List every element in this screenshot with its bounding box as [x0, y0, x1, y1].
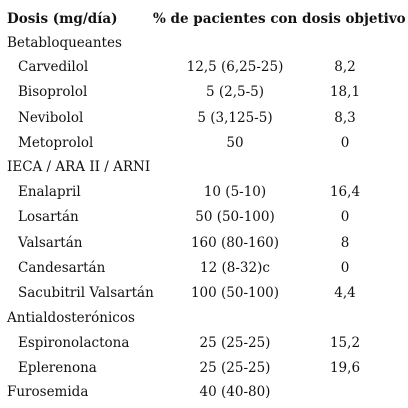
dose-cell: 5 (3,125-5) [197, 110, 273, 126]
dose-cell: 5 (2,5-5) [205, 84, 265, 100]
header-dose-label: Dosis (mg/día) [7, 11, 118, 27]
table-row: Enalapril 10 (5-10) 16,4 [0, 180, 408, 204]
percent-cell: 19,6 [329, 360, 361, 376]
table-row: Losartán 50 (50-100) 0 [0, 205, 408, 229]
table-row: Antialdosterónicos [0, 306, 408, 330]
table-row: Carvedilol 12,5 (6,25-25) 8,2 [0, 55, 408, 79]
dose-cell: 25 (25-25) [199, 360, 271, 376]
dose-cell: 12 (8-32)c [200, 260, 270, 276]
dose-cell: 160 (80-160) [190, 235, 280, 251]
group-label: Antialdosterónicos [7, 310, 135, 326]
header-target-percent-label: % de pacientes con dosis objetivo [153, 11, 406, 27]
percent-cell: 4,4 [334, 285, 356, 301]
dose-cell: 10 (5-10) [203, 184, 267, 200]
percent-cell: 8,3 [334, 110, 356, 126]
percent-cell: 8 [340, 235, 350, 251]
drug-label: Nevibolol [18, 110, 84, 126]
table-row: Metoprolol 50 0 [0, 131, 408, 155]
percent-cell: 0 [340, 209, 350, 225]
dose-cell: 12,5 (6,25-25) [186, 59, 284, 75]
drug-label: Candesartán [18, 260, 106, 276]
percent-cell: 16,4 [329, 184, 361, 200]
percent-cell: 15,2 [329, 335, 361, 351]
drug-label: Eplerenona [18, 360, 97, 376]
percent-cell: 8,2 [334, 59, 356, 75]
table-row: Betabloqueantes [0, 31, 408, 55]
dose-cell: 25 (25-25) [199, 335, 271, 351]
drug-label: Losartán [18, 209, 79, 225]
drug-label: Metoprolol [18, 135, 94, 151]
dose-cell: 50 (50-100) [195, 209, 275, 225]
drug-label: Valsartán [18, 235, 83, 251]
table-row: IECA / ARA II / ARNI [0, 155, 408, 179]
drug-label: Sacubitril Valsartán [18, 285, 154, 301]
group-label: IECA / ARA II / ARNI [7, 159, 151, 175]
table-row: Espironolactona 25 (25-25) 15,2 [0, 331, 408, 355]
drug-label: Espironolactona [18, 335, 130, 351]
dose-cell: 50 [226, 135, 244, 151]
group-label: Furosemida [7, 384, 89, 400]
table-row: Bisoprolol 5 (2,5-5) 18,1 [0, 80, 408, 104]
table-row: Valsartán 160 (80-160) 8 [0, 231, 408, 255]
percent-cell: 0 [340, 135, 350, 151]
group-label: Betabloqueantes [7, 35, 122, 51]
table-header: Dosis (mg/día) % de pacientes con dosis … [0, 7, 408, 31]
table-row: Nevibolol 5 (3,125-5) 8,3 [0, 106, 408, 130]
dose-cell: 100 (50-100) [190, 285, 280, 301]
table-row: Sacubitril Valsartán 100 (50-100) 4,4 [0, 281, 408, 305]
drug-label: Enalapril [18, 184, 81, 200]
table-row: Eplerenona 25 (25-25) 19,6 [0, 356, 408, 380]
percent-cell: 0 [340, 260, 350, 276]
percent-cell: 18,1 [329, 84, 361, 100]
table-row: Furosemida 40 (40-80) [0, 380, 408, 404]
dose-cell: 40 (40-80) [199, 384, 271, 400]
drug-label: Carvedilol [18, 59, 89, 75]
drug-label: Bisoprolol [18, 84, 88, 100]
table-row: Candesartán 12 (8-32)c 0 [0, 256, 408, 280]
